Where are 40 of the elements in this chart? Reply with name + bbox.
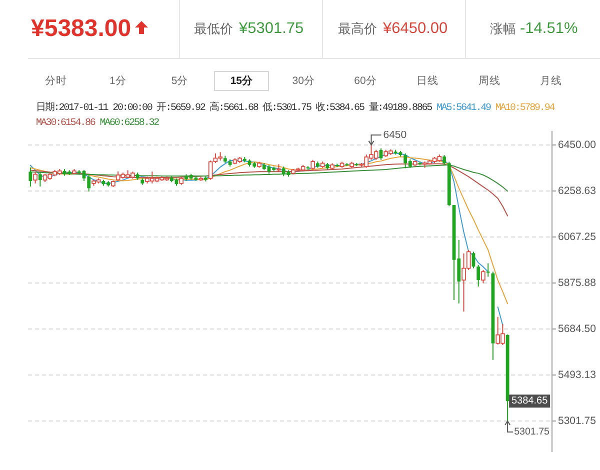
text: 最高价: [338, 21, 377, 37]
candlestick: [28, 167, 32, 188]
text: -14.51%: [520, 20, 578, 38]
candlestick: [481, 269, 486, 284]
y-tick-label: 6450.00: [558, 138, 596, 151]
text: 5301.75: [514, 426, 550, 438]
candlestick: [33, 171, 38, 184]
text: 最低价: [194, 21, 233, 37]
y-tick-label: 5684.50: [558, 323, 596, 336]
text: 月线: [540, 75, 562, 88]
y-tick-label: 6258.63: [558, 184, 596, 197]
text: 日线: [416, 75, 438, 88]
text: 1分: [109, 75, 126, 88]
text: 涨幅: [490, 21, 516, 37]
text: MA5:5641.49: [436, 103, 490, 114]
text: 15分: [230, 75, 254, 88]
text: 日期:2017-01-11 20:00:00 开:5659.92 高:5661.68 低:5301.75 收:5384.65 量:49189.8865: [36, 103, 432, 114]
text: 分时: [45, 75, 67, 88]
candlestick: [310, 159, 315, 170]
text: 5分: [171, 75, 188, 88]
text: MA10:5789.94: [495, 103, 554, 114]
candlestick: [486, 262, 490, 278]
annotation: 5384.65: [511, 396, 548, 407]
text: 60分: [354, 75, 377, 88]
y-tick-label: 6067.25: [558, 230, 596, 243]
annotation: 6450: [383, 128, 407, 141]
y-tick-label: 5301.75: [558, 415, 596, 428]
text: 30分: [292, 75, 315, 88]
candlestick: [442, 154, 446, 166]
text: ¥5301.75: [239, 20, 304, 38]
text: 周线: [478, 75, 500, 88]
y-tick-label: 5493.13: [558, 369, 596, 382]
candlestick: [476, 264, 480, 288]
y-tick-label: 5875.88: [558, 276, 596, 289]
text: ¥6450.00: [383, 20, 448, 38]
text: MA30:6154.86: [36, 118, 95, 128]
chart-title: ¥5383.00: [31, 14, 132, 44]
candlestick: [38, 172, 42, 188]
line-series: [30, 156, 508, 304]
text: MA60:6258.32: [100, 118, 159, 128]
